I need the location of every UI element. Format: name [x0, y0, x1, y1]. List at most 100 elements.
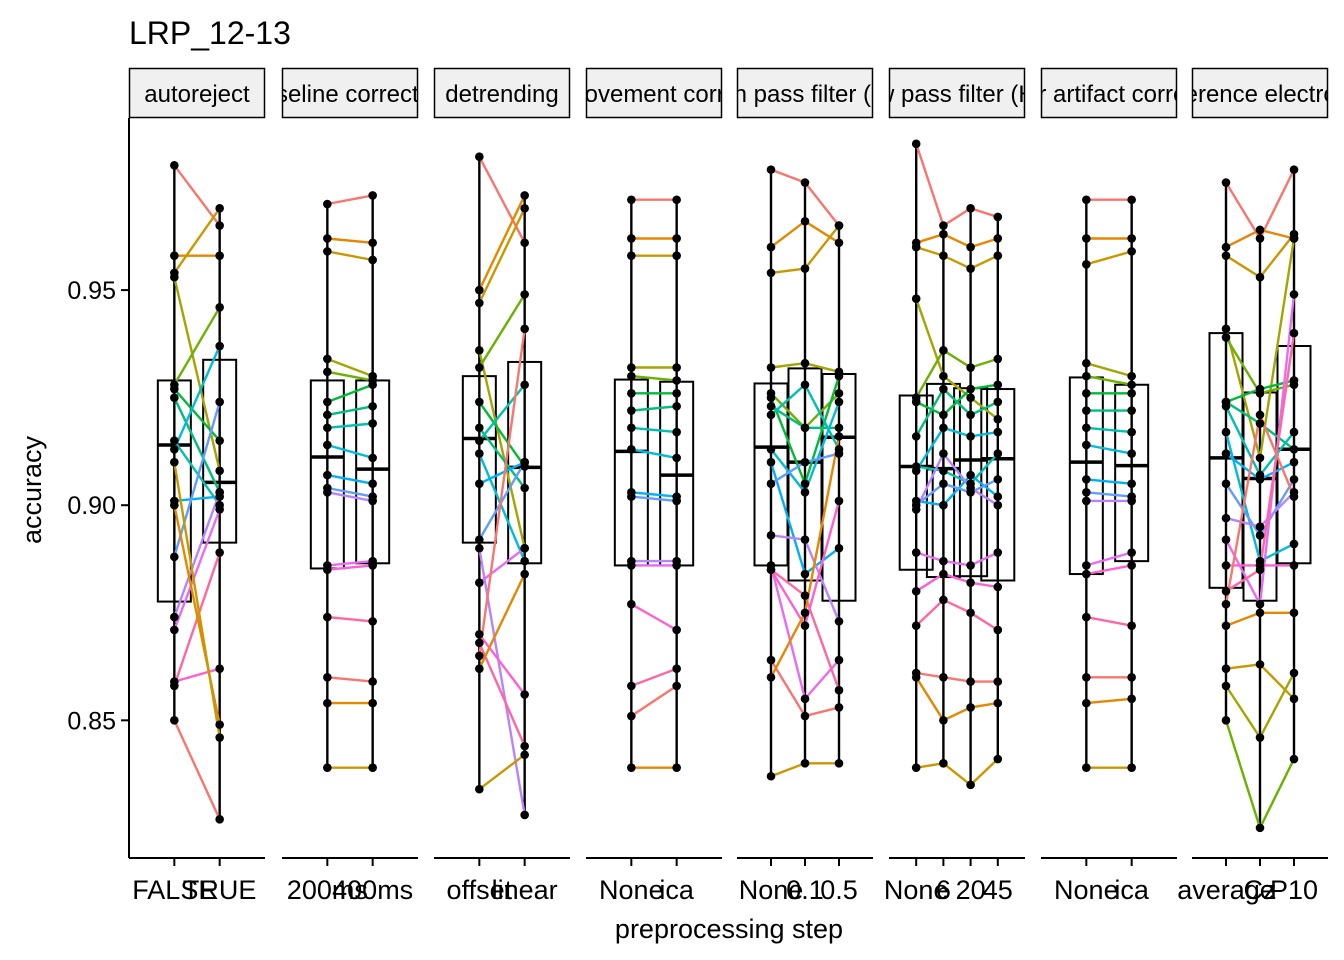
data-point — [766, 655, 776, 665]
facet-strip-label: eye movement correction — [519, 81, 788, 108]
data-point — [1127, 694, 1136, 704]
data-point — [475, 436, 484, 445]
pipeline-line — [478, 633, 526, 696]
data-point — [323, 367, 332, 377]
data-point — [1255, 660, 1265, 669]
pipeline-line — [915, 572, 998, 593]
data-point — [170, 612, 179, 622]
facet-strip — [1191, 67, 1329, 119]
data-point — [520, 204, 529, 213]
pipeline-line — [1086, 478, 1132, 485]
data-point — [475, 629, 484, 639]
y-tick-label: 0.85 — [67, 707, 116, 735]
data-point — [215, 733, 224, 742]
facet-strip — [1040, 67, 1178, 119]
data-point — [323, 488, 332, 497]
pipeline-line — [327, 194, 373, 206]
data-point — [1289, 561, 1299, 570]
pipeline-line — [173, 401, 221, 558]
data-point — [834, 496, 844, 506]
data-point — [1255, 733, 1265, 742]
pipeline-line — [478, 350, 526, 549]
data-point — [368, 561, 377, 570]
data-point — [520, 380, 529, 390]
data-point — [800, 694, 810, 704]
data-point — [475, 423, 484, 433]
data-point — [766, 401, 776, 411]
pipeline-line — [173, 509, 221, 631]
data-point — [800, 178, 810, 187]
x-tick-label: 20 — [956, 875, 986, 905]
data-point — [1127, 371, 1136, 381]
pipeline-line — [173, 667, 221, 683]
pipeline-line — [326, 383, 374, 404]
data-point — [475, 651, 484, 661]
pipeline-line — [1086, 443, 1132, 455]
data-point — [800, 264, 810, 273]
data-point — [939, 371, 948, 381]
data-point — [834, 371, 844, 381]
pipeline-line — [915, 387, 999, 437]
pipeline-line — [478, 156, 526, 244]
data-point — [520, 569, 529, 579]
data-point — [834, 238, 844, 248]
data-point — [939, 346, 948, 355]
x-tick-label: ica — [659, 875, 694, 905]
data-point — [1127, 548, 1136, 557]
data-point — [323, 440, 332, 450]
data-point — [1289, 457, 1299, 467]
data-point — [672, 625, 681, 635]
data-point — [1221, 664, 1231, 673]
data-point — [1082, 423, 1091, 433]
pipeline-line — [631, 426, 677, 434]
x-tick-label: TRUE — [183, 875, 257, 905]
pipeline-line — [173, 462, 221, 738]
data-point — [1221, 586, 1231, 596]
pipeline-line — [630, 667, 678, 688]
data-point — [1127, 561, 1136, 570]
data-point — [1127, 479, 1136, 488]
data-point — [1082, 440, 1091, 450]
data-point — [939, 449, 948, 458]
data-point — [1082, 358, 1091, 368]
data-point — [475, 285, 484, 295]
x-tick-label: linear — [492, 875, 558, 905]
data-point — [911, 505, 921, 514]
data-point — [1082, 561, 1091, 570]
pipeline-line — [173, 276, 221, 472]
pipeline-line — [327, 422, 373, 429]
data-point — [170, 251, 179, 260]
pipeline-line — [173, 207, 221, 274]
pipeline-line — [173, 388, 221, 442]
data-point — [215, 303, 224, 312]
data-point — [520, 543, 529, 553]
data-point — [834, 655, 844, 665]
facet-strip — [433, 67, 571, 119]
data-point — [1127, 195, 1136, 205]
data-point — [627, 423, 636, 433]
data-point — [1289, 608, 1299, 618]
x-tick-label: None — [1054, 875, 1119, 905]
data-point — [323, 763, 332, 772]
x-tick-label: P10 — [1270, 875, 1318, 905]
data-point — [939, 595, 948, 605]
facet-strip — [128, 67, 266, 119]
pipeline-line — [1085, 551, 1133, 567]
facet-strip-label: ocular artifact correction — [981, 81, 1237, 108]
data-point — [800, 569, 810, 579]
data-point — [800, 608, 810, 618]
pipeline-line — [478, 461, 526, 485]
data-point — [939, 229, 948, 239]
data-point — [834, 221, 844, 230]
data-point — [993, 449, 1003, 458]
pipeline-line — [915, 232, 999, 249]
pipeline-line — [327, 615, 373, 623]
data-point — [993, 754, 1003, 764]
pipeline-line — [631, 405, 677, 412]
data-point — [1127, 234, 1136, 243]
data-point — [368, 191, 377, 200]
